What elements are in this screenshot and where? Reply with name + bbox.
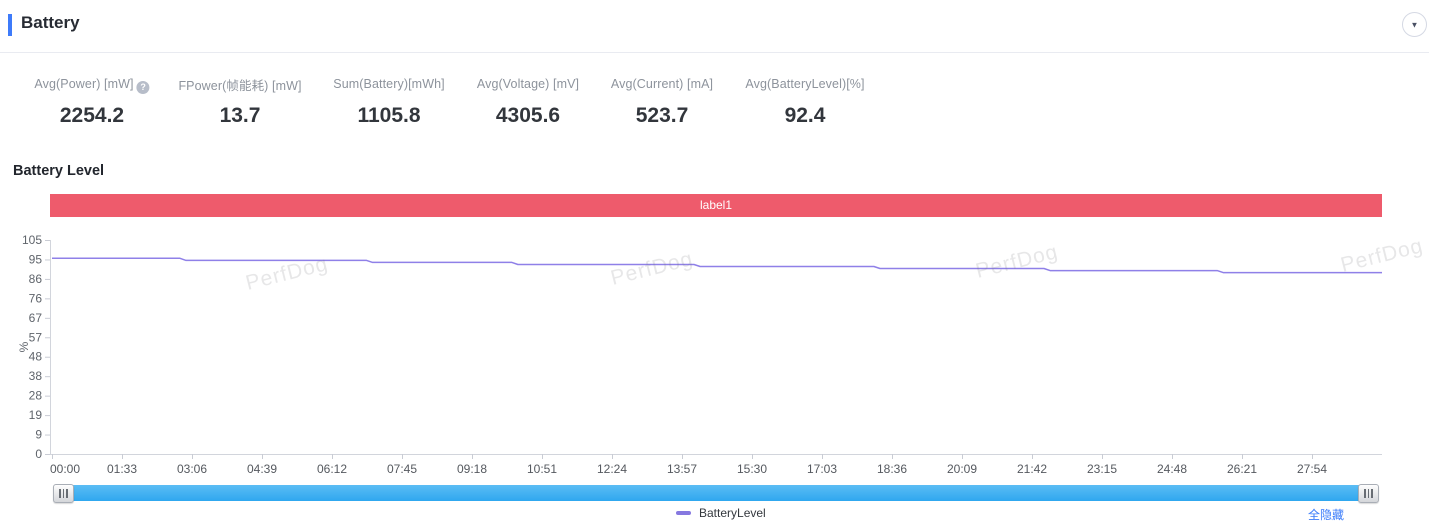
- metric-label: FPower(帧能耗) [mW]: [178, 75, 301, 95]
- perfdog-watermark: PerfDog: [1338, 234, 1426, 277]
- question-mark-icon[interactable]: ?: [136, 81, 150, 94]
- metric-label: Avg(BatteryLevel)[%]: [745, 75, 864, 93]
- legend-item-batterylevel[interactable]: BatteryLevel: [676, 506, 766, 520]
- svg-text:03:06: 03:06: [177, 462, 207, 476]
- metric-label-text: Avg(Power) [mW]: [34, 77, 134, 91]
- metric-value: 13.7: [219, 104, 261, 127]
- chart-title: Battery Level: [13, 163, 105, 179]
- svg-text:15:30: 15:30: [737, 462, 767, 476]
- title-accent-bar: [8, 14, 12, 36]
- svg-text:01:33: 01:33: [107, 462, 137, 476]
- svg-text:28: 28: [29, 389, 43, 403]
- svg-text:04:39: 04:39: [247, 462, 277, 476]
- perfdog-watermark: PerfDog: [243, 252, 331, 295]
- svg-text:0: 0: [35, 447, 42, 461]
- svg-text:13:57: 13:57: [667, 462, 697, 476]
- svg-text:76: 76: [29, 291, 43, 305]
- hide-all-link[interactable]: 全隐藏: [1308, 508, 1345, 522]
- scrollbar-left-handle[interactable]: [53, 484, 74, 503]
- metric-label-text: Avg(Voltage) [mV]: [476, 77, 580, 91]
- svg-text:07:45: 07:45: [387, 462, 417, 476]
- svg-text:24:48: 24:48: [1157, 462, 1187, 476]
- perfdog-watermark: PerfDog: [973, 240, 1061, 283]
- svg-text:00:00: 00:00: [50, 462, 80, 476]
- svg-text:86: 86: [29, 272, 43, 286]
- metric-label: Avg(Current) [mA]: [611, 75, 713, 93]
- chart-canvas[interactable]: 105 95 86 76 67 57 48 38 28 19 9 0% 00:00 01:33 03:06 0…: [0, 0, 1440, 480]
- metric-label-text: Avg(Current) [mA]: [610, 77, 714, 91]
- svg-text:10:51: 10:51: [527, 462, 557, 476]
- metric-label: Sum(Battery)[mWh]: [333, 75, 444, 93]
- svg-text:18:36: 18:36: [877, 462, 907, 476]
- svg-text:105: 105: [22, 233, 42, 247]
- metric-value: 1105.8: [357, 104, 421, 127]
- panel-title: Battery: [21, 13, 80, 32]
- svg-text:27:54: 27:54: [1297, 462, 1327, 476]
- svg-text:06:12: 06:12: [317, 462, 347, 476]
- svg-text:9: 9: [35, 428, 42, 442]
- svg-text:57: 57: [29, 330, 43, 344]
- metric-label: Avg(Voltage) [mV]: [477, 75, 579, 93]
- svg-text:23:15: 23:15: [1087, 462, 1117, 476]
- metric-label-text: FPower(帧能耗) [mW]: [178, 79, 302, 93]
- header-divider: [0, 52, 1429, 53]
- scrollbar-fill[interactable]: [63, 485, 1369, 501]
- collapse-button[interactable]: ▼: [1402, 12, 1427, 37]
- metric-value: 2254.2: [59, 104, 125, 127]
- grip-vertical-icon: [59, 489, 61, 498]
- svg-text:17:03: 17:03: [807, 462, 837, 476]
- svg-text:12:24: 12:24: [597, 462, 627, 476]
- grip-vertical-icon: [1364, 489, 1366, 498]
- metric-label: Avg(Power) [mW]?: [34, 75, 150, 94]
- chevron-down-icon: ▼: [1410, 20, 1419, 29]
- metric-label-text: Sum(Battery)[mWh]: [333, 77, 445, 91]
- chart-label-band[interactable]: label1: [50, 194, 1382, 217]
- svg-text:09:18: 09:18: [457, 462, 487, 476]
- metric-label-text: Avg(BatteryLevel)[%]: [745, 77, 865, 91]
- svg-text:19: 19: [29, 408, 43, 422]
- svg-text:26:21: 26:21: [1227, 462, 1257, 476]
- svg-text:38: 38: [29, 369, 43, 383]
- legend-label: BatteryLevel: [699, 506, 766, 520]
- svg-text:20:09: 20:09: [947, 462, 977, 476]
- legend-swatch: [676, 511, 691, 515]
- svg-text:48: 48: [29, 350, 43, 364]
- svg-text:67: 67: [29, 311, 43, 325]
- perfdog-watermark: PerfDog: [608, 247, 696, 290]
- svg-text:%: %: [17, 341, 31, 352]
- chart-range-scrollbar[interactable]: [53, 484, 1379, 503]
- scrollbar-right-handle[interactable]: [1358, 484, 1379, 503]
- metric-value: 523.7: [635, 104, 689, 127]
- svg-text:21:42: 21:42: [1017, 462, 1047, 476]
- svg-text:95: 95: [29, 252, 43, 266]
- metric-value: 92.4: [784, 104, 826, 127]
- metric-value: 4305.6: [495, 104, 561, 127]
